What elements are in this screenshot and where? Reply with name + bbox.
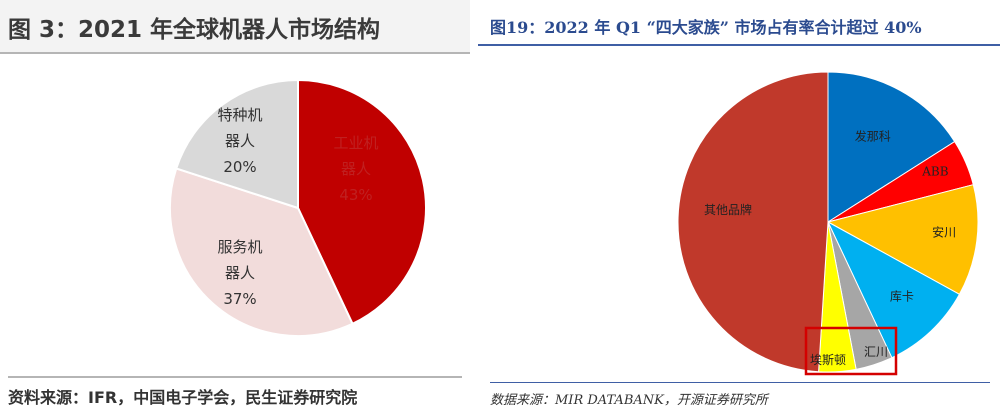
left-pie-chart: 工业机器人 43% 服务机器人 37% 特种机器人 20%	[169, 78, 427, 337]
right-pie-label-0: 发那科	[855, 129, 891, 144]
right-pie-slice-2	[826, 184, 979, 295]
right-pie-slice-0	[827, 71, 956, 223]
right-pie-label-1: ABB	[921, 165, 948, 179]
left-title-bar: 图 3：2021 年全球机器人市场结构	[0, 0, 470, 54]
left-pie-label-0: 工业机器人 43%	[333, 134, 378, 204]
right-chart-panel: 图19：2022 年 Q1 “四大家族” 市场占有率合计超过 40% 发那科 AB…	[478, 0, 1000, 414]
left-pie-label-1: 服务机器人 37%	[217, 238, 262, 308]
right-pie-label-2: 安川	[932, 225, 956, 240]
left-chart-title: 图 3：2021 年全球机器人市场结构	[8, 17, 381, 43]
left-source-note: 资料来源：IFR，中国电子学会，民生证券研究院	[8, 376, 462, 408]
left-pie-slice-2	[175, 78, 299, 210]
right-pie-label-6: 其他品牌	[704, 203, 752, 217]
left-chart-panel: 图 3：2021 年全球机器人市场结构 工业机器人 43% 服务机器人 37% 特种机器…	[0, 0, 470, 414]
right-title-bar: 图19：2022 年 Q1 “四大家族” 市场占有率合计超过 40%	[478, 0, 1000, 46]
left-pie-slice-0	[297, 78, 427, 326]
right-source-note: 数据来源：MIR DATABANK，开源证券研究所	[490, 382, 990, 408]
right-pie-label-4: 汇川	[864, 345, 888, 359]
left-pie-label-2: 特种机器人 20%	[217, 106, 262, 176]
right-pie-label-5: 埃斯顿	[810, 353, 846, 367]
right-chart-title: 图19：2022 年 Q1 “四大家族” 市场占有率合计超过 40%	[490, 18, 922, 37]
right-pie-label-3: 库卡	[890, 289, 914, 304]
right-highlight-box	[804, 326, 898, 376]
right-pie-slice-6	[677, 71, 829, 373]
right-pie-slice-3	[826, 220, 961, 359]
left-pie-slice-1	[169, 167, 354, 337]
